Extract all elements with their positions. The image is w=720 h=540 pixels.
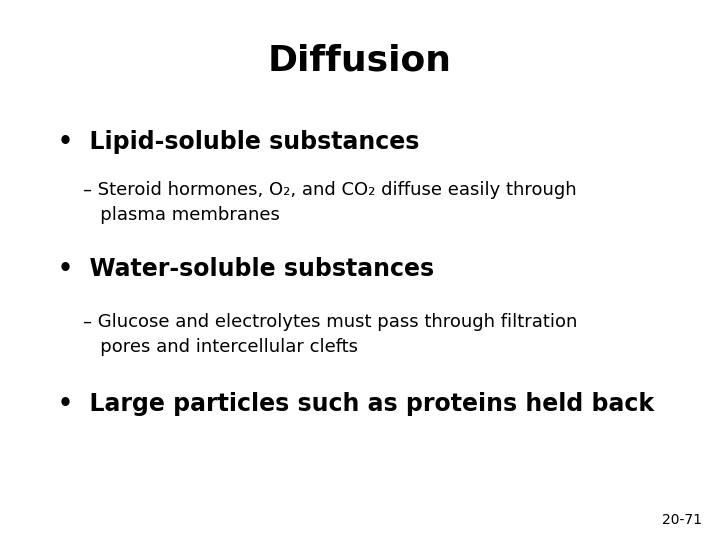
Text: 20-71: 20-71	[662, 512, 702, 526]
Text: •  Large particles such as proteins held back: • Large particles such as proteins held …	[58, 392, 654, 415]
Text: Diffusion: Diffusion	[268, 43, 452, 77]
Text: •  Water-soluble substances: • Water-soluble substances	[58, 256, 433, 280]
Text: •  Lipid-soluble substances: • Lipid-soluble substances	[58, 130, 419, 153]
Text: – Steroid hormones, O₂, and CO₂ diffuse easily through
   plasma membranes: – Steroid hormones, O₂, and CO₂ diffuse …	[83, 181, 577, 224]
Text: – Glucose and electrolytes must pass through filtration
   pores and intercellul: – Glucose and electrolytes must pass thr…	[83, 313, 577, 356]
